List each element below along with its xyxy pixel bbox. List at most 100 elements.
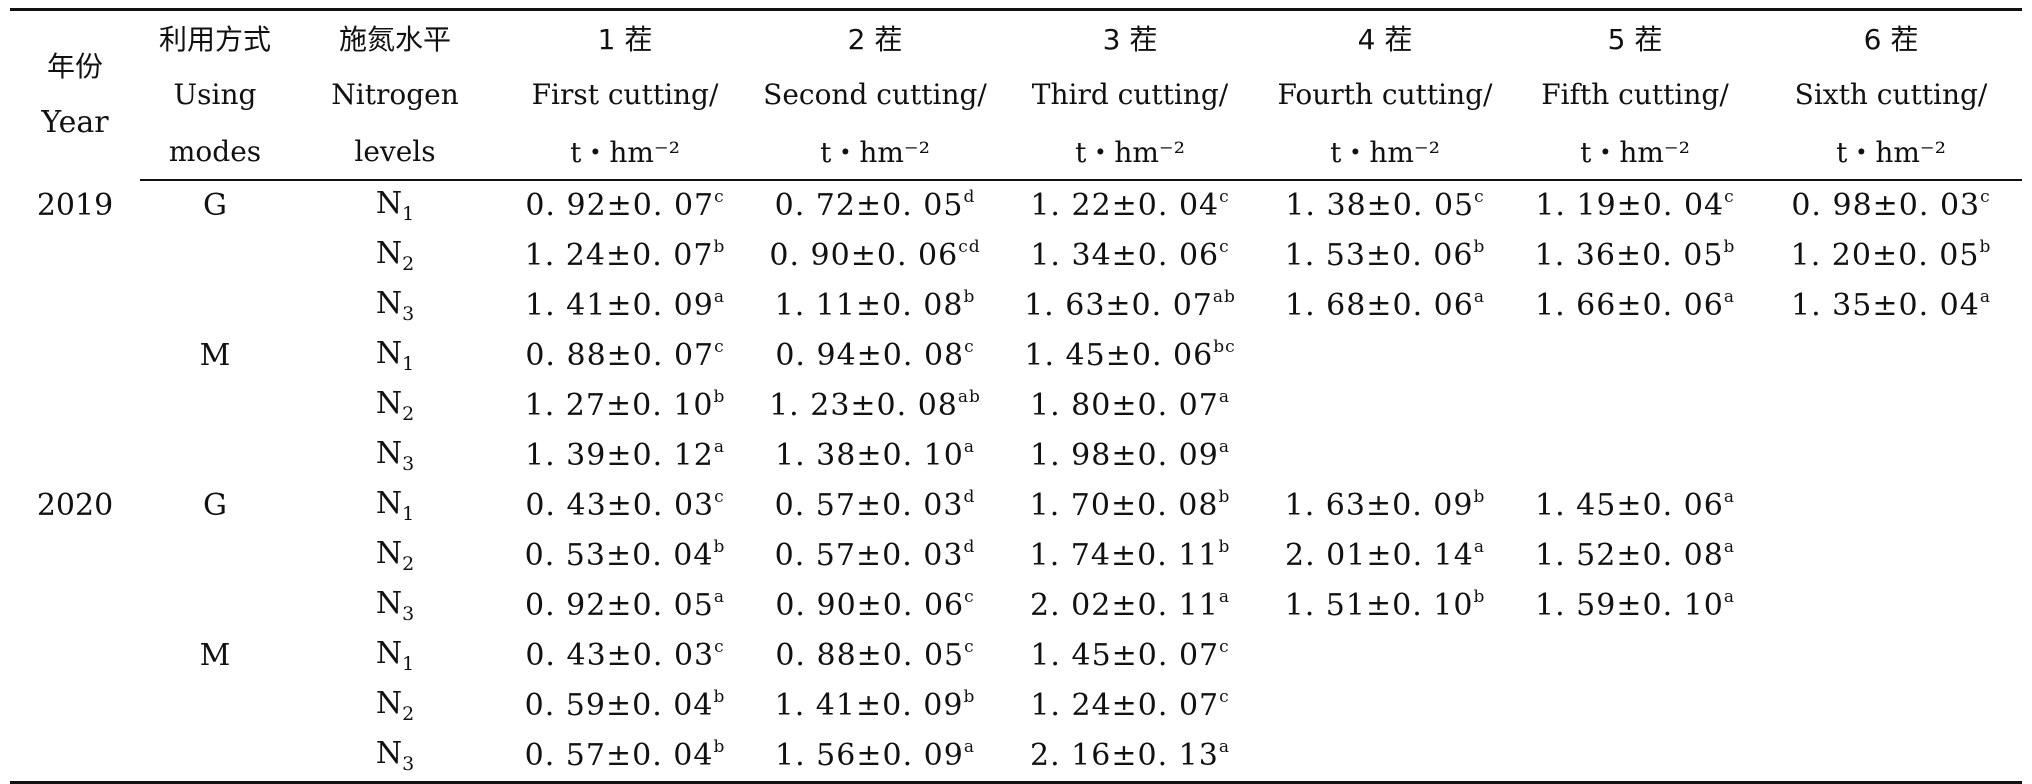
- yield-cell-cutting-5: [1510, 331, 1760, 381]
- yield-value: 1. 45±0. 06: [1024, 338, 1214, 373]
- mode-cell: M: [199, 638, 231, 673]
- yield-cell-cutting-3: 1. 98±0. 09a: [1000, 431, 1260, 481]
- yield-value: 1. 11±0. 08: [774, 288, 964, 323]
- significance-letter: c: [714, 187, 725, 207]
- yield-value: 0. 92±0. 07: [525, 188, 715, 223]
- significance-letter: b: [1473, 237, 1486, 257]
- table-row: M N1 0. 43±0. 03c 0. 88±0. 05c 1. 45±0. 07c: [10, 631, 2022, 681]
- significance-letter: a: [963, 437, 975, 457]
- yield-value: 0. 43±0. 03: [525, 638, 715, 673]
- mode-cell: [140, 581, 290, 631]
- nitrogen-header-zh: 施氮水平: [290, 8, 500, 66]
- nitrogen-level-symbol: N: [375, 536, 403, 571]
- significance-letter: b: [1723, 237, 1736, 257]
- yield-cell-cutting-6: [1760, 581, 2022, 631]
- nitrogen-level-symbol: N: [375, 686, 403, 721]
- yield-value: 0. 53±0. 04: [524, 538, 714, 573]
- mode-header-en-1: Using: [173, 78, 257, 111]
- significance-letter: b: [713, 687, 726, 707]
- yield-cell-cutting-4: 1. 38±0. 05c: [1260, 180, 1510, 231]
- nitrogen-level-cell: N1: [290, 631, 500, 681]
- significance-letter: d: [963, 187, 976, 207]
- yield-cell-cutting-4: [1260, 431, 1510, 481]
- yield-value: 1. 34±0. 06: [1030, 238, 1220, 273]
- significance-letter: b: [713, 237, 726, 257]
- yield-cell-cutting-2: 0. 57±0. 03d: [750, 531, 1000, 581]
- yield-cell-cutting-2: 0. 94±0. 08c: [750, 331, 1000, 381]
- year-header: 年份 Year: [10, 8, 140, 180]
- yield-value: 1. 51±0. 10: [1284, 588, 1474, 623]
- nitrogen-level-index: 3: [402, 453, 415, 475]
- yield-cell-cutting-4: [1260, 681, 1510, 731]
- cutting-4-header-en: Fourth cutting/: [1277, 78, 1493, 111]
- yield-cell-cutting-4: 1. 63±0. 09b: [1260, 481, 1510, 531]
- significance-letter: b: [713, 387, 726, 407]
- yield-value: 0. 92±0. 05: [525, 588, 714, 623]
- significance-letter: c: [964, 337, 975, 357]
- yield-value: 1. 53±0. 06: [1284, 238, 1474, 273]
- yield-cell-cutting-2: 1. 38±0. 10a: [750, 431, 1000, 481]
- year-cell: [10, 231, 140, 281]
- significance-letter: c: [1980, 187, 1991, 207]
- nitrogen-level-cell: N2: [290, 681, 500, 731]
- nitrogen-level-cell: N3: [290, 281, 500, 331]
- cutting-3-header-zh: 3 茬: [1000, 8, 1260, 66]
- yield-cell-cutting-2: 0. 72±0. 05d: [750, 180, 1000, 231]
- yield-value: 1. 36±0. 05: [1534, 238, 1724, 273]
- yield-value: 1. 39±0. 12: [525, 438, 714, 473]
- yield-value: 1. 22±0. 04: [1030, 188, 1220, 223]
- nitrogen-level-index: 2: [402, 403, 415, 425]
- nitrogen-level-index: 1: [402, 503, 415, 525]
- nitrogen-level-index: 2: [402, 703, 415, 725]
- yield-cell-cutting-5: [1510, 730, 1760, 784]
- significance-letter: a: [713, 437, 725, 457]
- nitrogen-level-cell: N2: [290, 381, 500, 431]
- significance-letter: a: [1473, 537, 1485, 557]
- yield-value: 1. 24±0. 07: [524, 238, 714, 273]
- cutting-1-unit: t・hm⁻²: [500, 123, 750, 181]
- nitrogen-level-symbol: N: [375, 636, 403, 671]
- yield-value: 1. 41±0. 09: [525, 288, 714, 323]
- yield-cell-cutting-5: 1. 19±0. 04c: [1510, 180, 1760, 231]
- cutting-1-header-en: First cutting/: [531, 78, 719, 111]
- yield-cell-cutting-4: [1260, 381, 1510, 431]
- yield-cell-cutting-6: 0. 98±0. 03c: [1760, 180, 2022, 231]
- yield-cell-cutting-4: [1260, 730, 1510, 784]
- yield-cell-cutting-6: [1760, 481, 2022, 531]
- table-row: 2019 G N1 0. 92±0. 07c 0. 72±0. 05d 1. 22±0. …: [10, 180, 2022, 231]
- yield-cell-cutting-3: 1. 34±0. 06c: [1000, 231, 1260, 281]
- significance-letter: a: [1218, 387, 1230, 407]
- significance-letter: c: [714, 487, 725, 507]
- mode-cell: G: [203, 188, 227, 223]
- yield-cell-cutting-4: [1260, 331, 1510, 381]
- yield-cell-cutting-5: [1510, 681, 1760, 731]
- year-header-en: Year: [41, 105, 109, 141]
- cutting-2-unit: t・hm⁻²: [750, 123, 1000, 181]
- mode-cell: [140, 531, 290, 581]
- yield-cell-cutting-6: [1760, 531, 2022, 581]
- significance-letter: cd: [958, 237, 981, 257]
- significance-letter: ab: [957, 387, 981, 407]
- yield-value: 0. 72±0. 05: [774, 188, 964, 223]
- nitrogen-level-symbol: N: [375, 436, 403, 471]
- year-cell: [10, 531, 140, 581]
- nitrogen-level-index: 1: [402, 353, 415, 375]
- nitrogen-level-symbol: N: [375, 336, 403, 371]
- nitrogen-level-symbol: N: [375, 286, 403, 321]
- table-body: 2019 G N1 0. 92±0. 07c 0. 72±0. 05d 1. 22±0. …: [10, 180, 2022, 784]
- yield-cell-cutting-3: 1. 24±0. 07c: [1000, 681, 1260, 731]
- yield-value: 1. 23±0. 08: [769, 388, 958, 423]
- yield-cell-cutting-2: 1. 41±0. 09b: [750, 681, 1000, 731]
- nitrogen-level-symbol: N: [375, 236, 403, 271]
- nitrogen-level-index: 2: [402, 553, 415, 575]
- significance-letter: b: [1979, 237, 1992, 257]
- table-row: N2 1. 24±0. 07b 0. 90±0. 06cd 1. 34±0. 06c 1…: [10, 231, 2022, 281]
- significance-letter: b: [713, 537, 726, 557]
- yield-cell-cutting-2: 0. 57±0. 03d: [750, 481, 1000, 531]
- yield-value: 1. 38±0. 05: [1285, 188, 1475, 223]
- significance-letter: b: [1218, 487, 1231, 507]
- yield-cell-cutting-6: [1760, 681, 2022, 731]
- yield-value: 2. 02±0. 11: [1030, 588, 1219, 623]
- yield-value: 0. 59±0. 04: [524, 688, 714, 723]
- mode-cell: [140, 431, 290, 481]
